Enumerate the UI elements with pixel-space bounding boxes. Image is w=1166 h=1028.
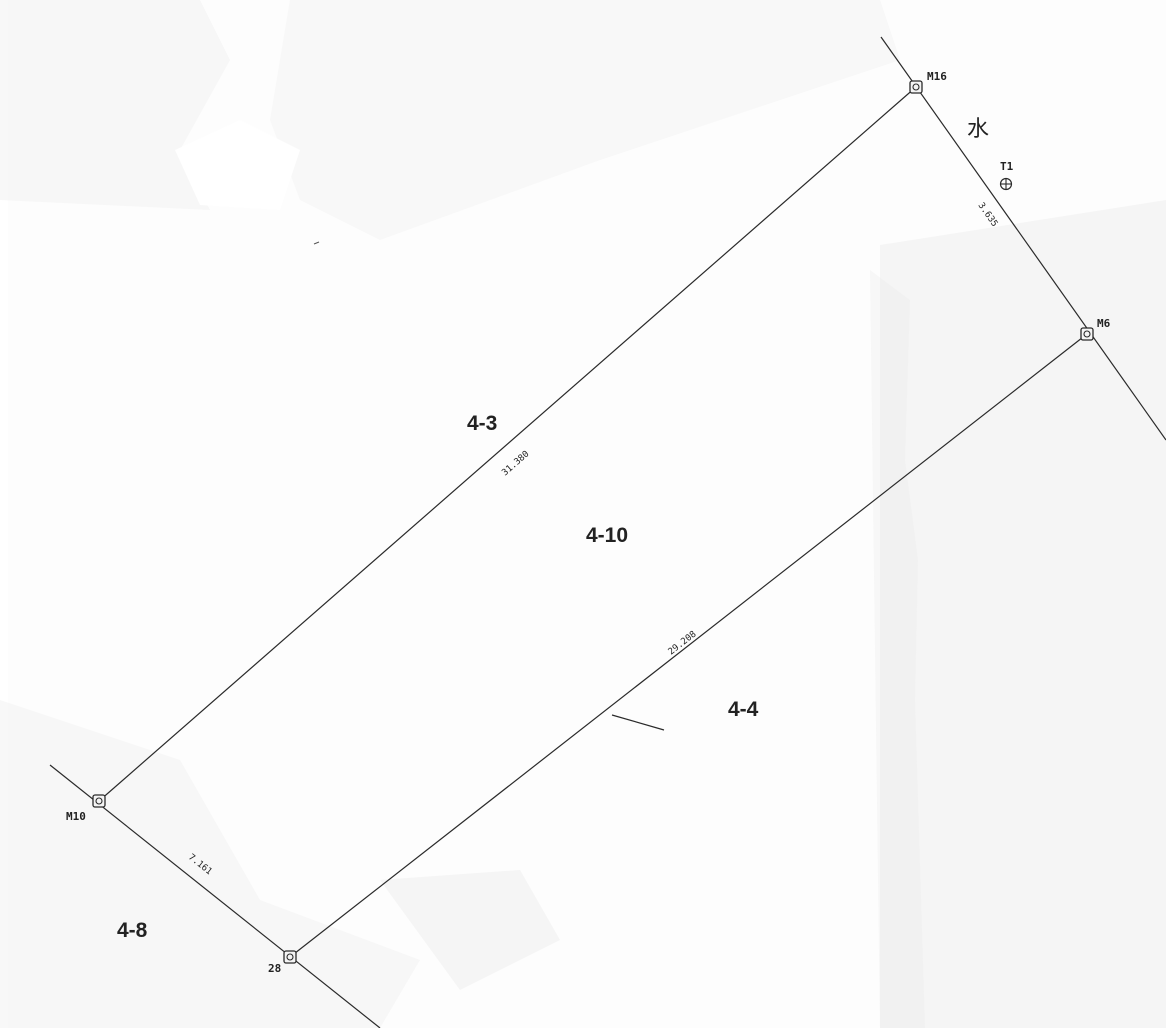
label-m6: M6 — [1097, 317, 1111, 330]
parcel-label-4-4: 4-4 — [728, 698, 759, 721]
marker-m10 — [92, 794, 106, 808]
parcel-label-4-3: 4-3 — [467, 412, 497, 435]
boundary-north — [98, 86, 917, 802]
label-m10: M10 — [66, 810, 86, 823]
road-east-line — [880, 36, 1166, 441]
label-m16: M16 — [927, 70, 947, 83]
marker-m16 — [909, 80, 923, 94]
label-t1: T1 — [1000, 160, 1014, 173]
boundary-lines — [49, 36, 1166, 1028]
leader-line — [611, 714, 665, 731]
label-28: 28 — [268, 962, 281, 975]
parcel-label-4-8: 4-8 — [117, 919, 148, 942]
road-west-line — [49, 764, 381, 1028]
boundary-south — [289, 333, 1088, 958]
parcel-label-4-10: 4-10 — [586, 524, 628, 547]
benchmark-t1-icon — [999, 177, 1013, 191]
water-label: 水 — [967, 117, 989, 142]
marker-m6 — [1080, 327, 1094, 341]
marker-28 — [283, 950, 297, 964]
